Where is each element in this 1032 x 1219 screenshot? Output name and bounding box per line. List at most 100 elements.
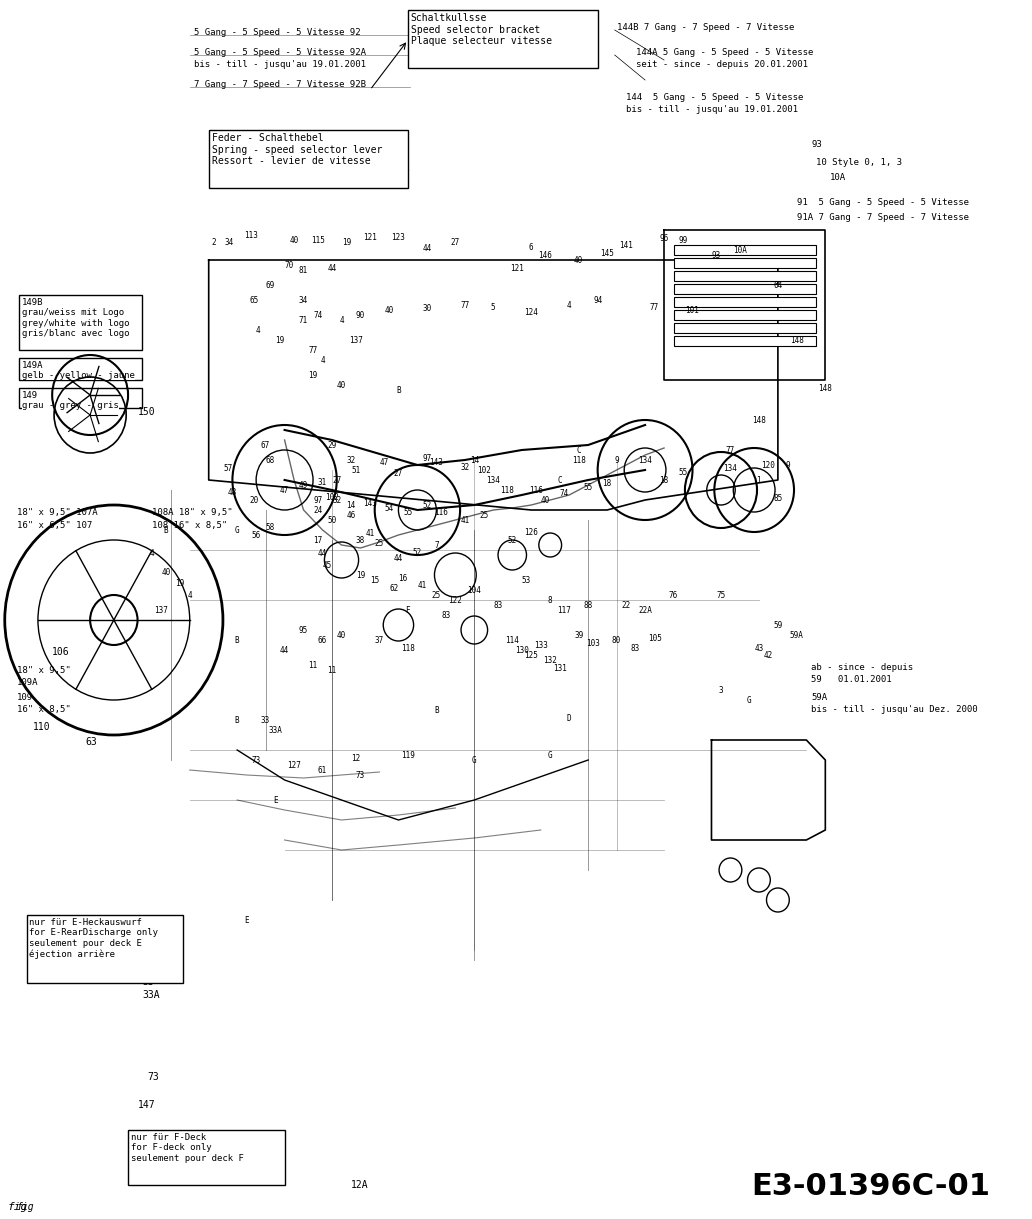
Text: 91  5 Gang - 5 Speed - 5 Vitesse: 91 5 Gang - 5 Speed - 5 Vitesse: [797, 197, 969, 207]
Text: 24: 24: [313, 506, 322, 514]
Text: 54: 54: [384, 503, 393, 512]
Text: 114: 114: [506, 635, 519, 645]
Text: 55: 55: [678, 468, 687, 477]
Text: 123: 123: [391, 233, 406, 241]
FancyBboxPatch shape: [128, 1130, 285, 1185]
Text: 73: 73: [356, 770, 365, 779]
Text: 9: 9: [785, 461, 789, 469]
Text: 148: 148: [818, 384, 832, 393]
Text: 149B
grau/weiss mit Logo
grey/white with logo
gris/blanc avec logo: 149B grau/weiss mit Logo grey/white with…: [22, 297, 129, 338]
Text: 81: 81: [299, 266, 309, 274]
Text: 148: 148: [752, 416, 766, 424]
Text: 74: 74: [559, 489, 569, 497]
Text: 44: 44: [280, 646, 289, 655]
Text: 34: 34: [299, 295, 309, 305]
Text: 3: 3: [718, 685, 723, 695]
Text: G: G: [235, 525, 239, 534]
Text: 27: 27: [451, 238, 460, 246]
Text: nur für E-Heckauswurf
for E-RearDischarge only
seulement pour deck E
éjection ar: nur für E-Heckauswurf for E-RearDischarg…: [29, 918, 158, 959]
Text: 32: 32: [332, 495, 342, 505]
Text: 108A 18" x 9,5": 108A 18" x 9,5": [152, 508, 232, 517]
Text: 97: 97: [313, 495, 322, 505]
Text: 144B 7 Gang - 7 Speed - 7 Vitesse: 144B 7 Gang - 7 Speed - 7 Vitesse: [616, 23, 794, 32]
Text: 90: 90: [356, 311, 365, 319]
Text: 18: 18: [603, 479, 612, 488]
Text: 127: 127: [287, 761, 301, 769]
Text: 29: 29: [327, 440, 336, 450]
Text: 47: 47: [280, 485, 289, 495]
Text: 121: 121: [363, 233, 377, 241]
Text: 93: 93: [712, 250, 720, 260]
Text: 76: 76: [669, 590, 678, 600]
Text: 58: 58: [265, 523, 275, 531]
Text: 41: 41: [460, 516, 470, 524]
Text: 19: 19: [175, 579, 185, 588]
Text: ab - since - depuis: ab - since - depuis: [811, 663, 913, 672]
Text: 83: 83: [442, 611, 451, 619]
Text: 120: 120: [762, 461, 775, 469]
Text: 4: 4: [150, 549, 154, 557]
Text: 145: 145: [601, 249, 614, 257]
Text: 42: 42: [764, 651, 773, 659]
Text: 4: 4: [256, 325, 260, 334]
Text: 71: 71: [299, 316, 309, 324]
Text: 32: 32: [347, 456, 356, 464]
Text: F: F: [406, 606, 411, 614]
Text: 20: 20: [250, 495, 259, 505]
Text: 146: 146: [539, 250, 552, 260]
FancyBboxPatch shape: [19, 388, 142, 408]
Text: 134: 134: [638, 456, 652, 464]
Text: 144  5 Gang - 5 Speed - 5 Vitesse: 144 5 Gang - 5 Speed - 5 Vitesse: [626, 93, 804, 102]
Text: seit - since - depuis 20.01.2001: seit - since - depuis 20.01.2001: [636, 60, 808, 69]
Text: 34: 34: [225, 238, 234, 246]
Text: 131: 131: [553, 663, 567, 673]
Text: 37: 37: [375, 635, 384, 645]
Text: 126: 126: [524, 528, 538, 536]
Text: 19: 19: [342, 238, 351, 246]
Text: 61: 61: [318, 766, 327, 774]
FancyBboxPatch shape: [19, 295, 142, 350]
Text: 83: 83: [493, 601, 503, 610]
Text: 93: 93: [811, 140, 821, 149]
Text: 134: 134: [723, 463, 738, 473]
Bar: [674, 310, 816, 321]
Text: 73: 73: [252, 756, 261, 764]
Text: 5 Gang - 5 Speed - 5 Vitesse 92A: 5 Gang - 5 Speed - 5 Vitesse 92A: [194, 48, 366, 57]
Bar: [674, 336, 816, 346]
Bar: [674, 323, 816, 333]
Text: 18" x 9,5" 107A: 18" x 9,5" 107A: [18, 508, 98, 517]
Text: 149
grau - grey - gris: 149 grau - grey - gris: [22, 391, 119, 411]
Text: B: B: [235, 635, 239, 645]
Text: 52: 52: [422, 501, 431, 510]
Text: 64: 64: [773, 280, 782, 289]
Text: 59   01.01.2001: 59 01.01.2001: [811, 675, 892, 684]
Text: 10A: 10A: [733, 245, 747, 255]
Text: 143: 143: [429, 457, 444, 467]
Text: B: B: [434, 706, 439, 714]
Bar: [674, 271, 816, 282]
Text: 147: 147: [137, 1100, 155, 1111]
Text: 63: 63: [86, 737, 97, 747]
Text: 108 16" x 8,5": 108 16" x 8,5": [152, 521, 227, 530]
Text: E3-01396C-01: E3-01396C-01: [751, 1171, 991, 1201]
Text: 50: 50: [327, 516, 336, 524]
Text: bis - till - jusqu'au Dez. 2000: bis - till - jusqu'au Dez. 2000: [811, 705, 977, 714]
Text: 119: 119: [401, 751, 415, 759]
Text: 38: 38: [356, 535, 365, 545]
Text: 51: 51: [351, 466, 360, 474]
Text: Schaltkullsse
Speed selector bracket
Plaque selecteur vitesse: Schaltkullsse Speed selector bracket Pla…: [411, 13, 552, 46]
Text: 4: 4: [340, 316, 344, 324]
Text: 53: 53: [522, 575, 531, 584]
Text: 105: 105: [648, 634, 662, 642]
Text: D: D: [567, 713, 572, 723]
Text: 16" x 8,5": 16" x 8,5": [18, 705, 71, 714]
Text: 7: 7: [434, 540, 439, 550]
Text: 141: 141: [619, 240, 633, 250]
Text: 75: 75: [716, 590, 725, 600]
Text: 52: 52: [508, 535, 517, 545]
Text: 91A 7 Gang - 7 Speed - 7 Vitesse: 91A 7 Gang - 7 Speed - 7 Vitesse: [797, 213, 969, 222]
Polygon shape: [208, 260, 778, 510]
Text: 62: 62: [389, 584, 398, 592]
Text: 45: 45: [323, 561, 332, 569]
Text: 116: 116: [529, 485, 543, 495]
